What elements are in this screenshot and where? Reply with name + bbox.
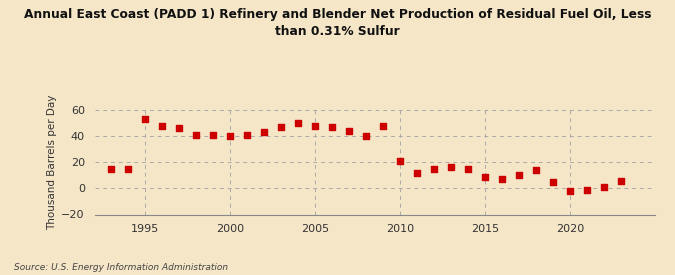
Point xyxy=(208,133,219,137)
Point xyxy=(599,185,610,189)
Point xyxy=(462,167,473,171)
Point xyxy=(123,167,134,171)
Point xyxy=(581,188,592,192)
Point xyxy=(564,189,575,193)
Point xyxy=(378,123,389,128)
Point xyxy=(174,126,185,131)
Point xyxy=(479,174,490,179)
Point xyxy=(531,168,541,172)
Point xyxy=(497,177,508,182)
Point xyxy=(276,125,287,129)
Point xyxy=(327,125,338,129)
Point xyxy=(191,133,202,137)
Point xyxy=(446,165,456,170)
Point xyxy=(514,173,524,178)
Point xyxy=(140,117,151,121)
Point xyxy=(616,178,626,183)
Point xyxy=(225,134,236,138)
Point xyxy=(310,123,321,128)
Text: Annual East Coast (PADD 1) Refinery and Blender Net Production of Residual Fuel : Annual East Coast (PADD 1) Refinery and … xyxy=(24,8,651,38)
Point xyxy=(395,159,406,163)
Point xyxy=(157,123,168,128)
Y-axis label: Thousand Barrels per Day: Thousand Barrels per Day xyxy=(47,95,57,230)
Point xyxy=(106,167,117,171)
Point xyxy=(293,121,304,125)
Point xyxy=(412,170,423,175)
Point xyxy=(259,130,270,134)
Text: Source: U.S. Energy Information Administration: Source: U.S. Energy Information Administ… xyxy=(14,263,227,272)
Point xyxy=(429,167,439,171)
Point xyxy=(360,134,371,138)
Point xyxy=(344,129,354,133)
Point xyxy=(547,180,558,184)
Point xyxy=(242,133,252,137)
